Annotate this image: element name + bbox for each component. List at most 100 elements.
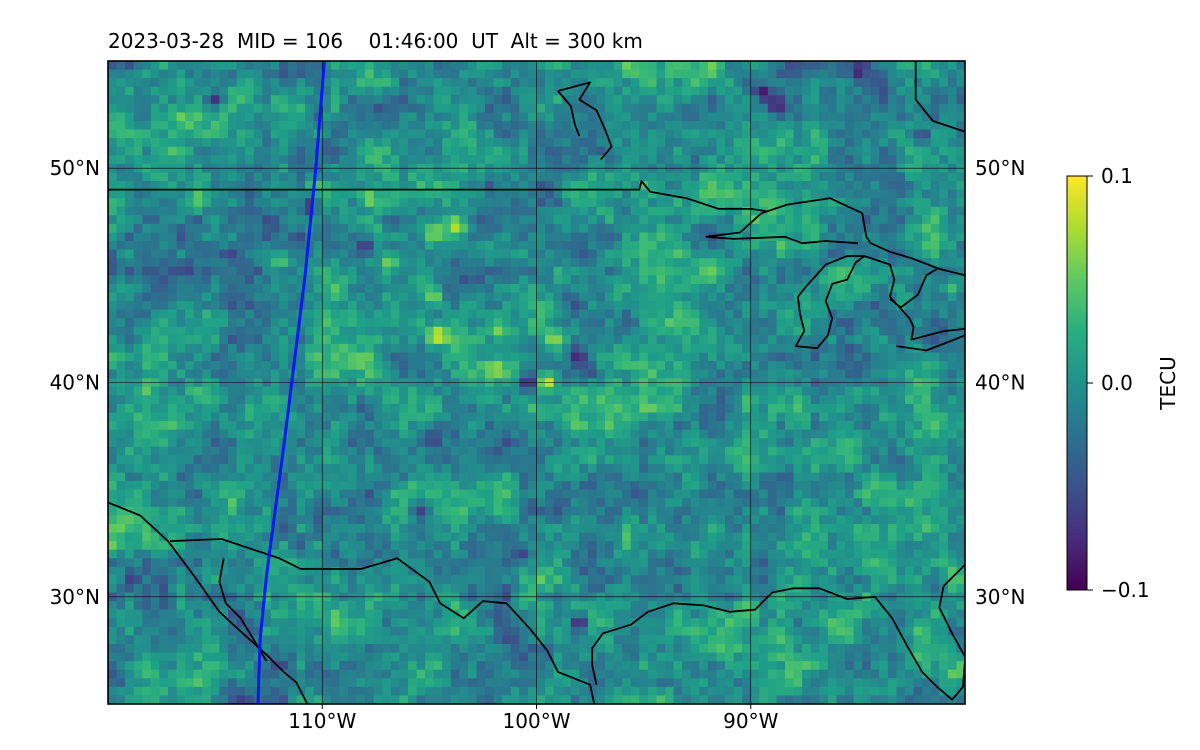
heat-cell bbox=[373, 618, 383, 628]
heat-cell bbox=[322, 463, 332, 474]
heat-cell bbox=[253, 249, 263, 259]
heat-cell bbox=[622, 121, 632, 131]
heat-cell bbox=[587, 421, 598, 431]
heat-cell bbox=[142, 78, 152, 88]
heat-cell bbox=[622, 412, 632, 422]
heat-cell bbox=[425, 95, 435, 105]
heat-cell bbox=[227, 635, 238, 645]
heat-cell bbox=[236, 412, 246, 422]
heat-cell bbox=[253, 301, 263, 311]
heat-cell bbox=[647, 223, 658, 234]
heat-cell bbox=[150, 575, 161, 585]
heat-cell bbox=[485, 618, 495, 628]
heat-cell bbox=[570, 412, 580, 422]
heat-cell bbox=[347, 172, 358, 182]
heat-cell bbox=[356, 549, 366, 559]
heat-cell bbox=[545, 635, 555, 645]
heat-cell bbox=[210, 275, 221, 285]
heat-cell bbox=[536, 575, 546, 585]
heat-cell bbox=[536, 232, 546, 242]
heat-cell bbox=[108, 215, 118, 225]
heat-cell bbox=[613, 309, 623, 319]
heat-cell bbox=[116, 232, 126, 242]
heat-cell bbox=[382, 463, 392, 474]
heat-cell bbox=[553, 172, 563, 182]
heat-cell bbox=[450, 129, 460, 139]
heat-cell bbox=[382, 532, 392, 542]
heat-cell bbox=[493, 678, 503, 688]
heat-cell bbox=[450, 523, 460, 534]
heat-cell bbox=[382, 198, 392, 208]
heat-cell bbox=[193, 472, 203, 482]
heat-cell bbox=[245, 232, 255, 242]
heat-cell bbox=[459, 429, 469, 439]
heat-cell bbox=[399, 506, 409, 516]
heat-cell bbox=[305, 661, 315, 671]
heat-cell bbox=[390, 506, 400, 516]
heat-cell bbox=[347, 249, 358, 259]
heat-cell bbox=[159, 112, 169, 122]
heat-cell bbox=[347, 232, 358, 242]
heat-cell bbox=[502, 78, 512, 88]
heat-cell bbox=[553, 652, 563, 662]
heat-cell bbox=[390, 369, 400, 379]
heat-cell bbox=[167, 232, 178, 242]
heat-cell bbox=[108, 626, 118, 637]
heat-cell bbox=[313, 446, 323, 456]
heat-cell bbox=[562, 661, 572, 671]
heat-cell bbox=[296, 275, 306, 285]
heat-cell bbox=[502, 335, 512, 345]
heat-cell bbox=[347, 361, 358, 371]
heat-cell bbox=[502, 266, 512, 276]
heat-cell bbox=[270, 86, 280, 96]
heat-cell bbox=[219, 515, 229, 525]
heat-cell bbox=[227, 318, 238, 328]
heat-cell bbox=[647, 669, 658, 679]
heat-cell bbox=[656, 198, 666, 208]
heat-cell bbox=[279, 95, 289, 105]
heat-cell bbox=[270, 661, 280, 671]
heat-cell bbox=[476, 78, 486, 88]
heat-cell bbox=[562, 566, 572, 576]
heat-cell bbox=[296, 395, 306, 405]
heat-cell bbox=[313, 266, 323, 276]
heat-cell bbox=[527, 472, 538, 482]
heat-cell bbox=[613, 661, 623, 671]
heat-cell bbox=[562, 292, 572, 302]
heat-cell bbox=[133, 95, 143, 105]
heat-cell bbox=[613, 206, 623, 216]
heat-cell bbox=[562, 258, 572, 268]
heat-cell bbox=[167, 481, 178, 491]
heat-cell bbox=[219, 669, 229, 679]
heat-cell bbox=[656, 266, 666, 276]
heat-cell bbox=[245, 541, 255, 551]
heat-cell bbox=[656, 86, 666, 96]
heat-cell bbox=[630, 455, 640, 465]
heat-cell bbox=[245, 86, 255, 96]
heat-cell bbox=[450, 583, 460, 594]
heat-cell bbox=[382, 695, 392, 704]
heat-cell bbox=[605, 558, 615, 568]
heat-cell bbox=[227, 181, 238, 191]
heat-cell bbox=[622, 446, 632, 456]
heat-cell bbox=[365, 575, 375, 585]
heat-cell bbox=[373, 103, 383, 114]
heat-cell bbox=[287, 558, 298, 568]
heat-cell bbox=[407, 489, 418, 499]
heat-cell bbox=[125, 643, 135, 654]
heat-cell bbox=[347, 112, 358, 122]
heat-cell bbox=[322, 129, 332, 139]
heat-cell bbox=[390, 198, 400, 208]
heat-cell bbox=[570, 669, 580, 679]
heat-cell bbox=[245, 155, 255, 165]
heat-cell bbox=[270, 361, 280, 371]
heat-cell bbox=[176, 618, 186, 628]
heat-cell bbox=[519, 403, 529, 414]
heat-cell bbox=[142, 438, 152, 448]
heat-cell bbox=[450, 103, 460, 114]
heat-cell bbox=[407, 395, 418, 405]
heat-cell bbox=[450, 566, 460, 576]
heat-cell bbox=[630, 121, 640, 131]
heat-cell bbox=[262, 181, 272, 191]
heat-cell bbox=[365, 635, 375, 645]
